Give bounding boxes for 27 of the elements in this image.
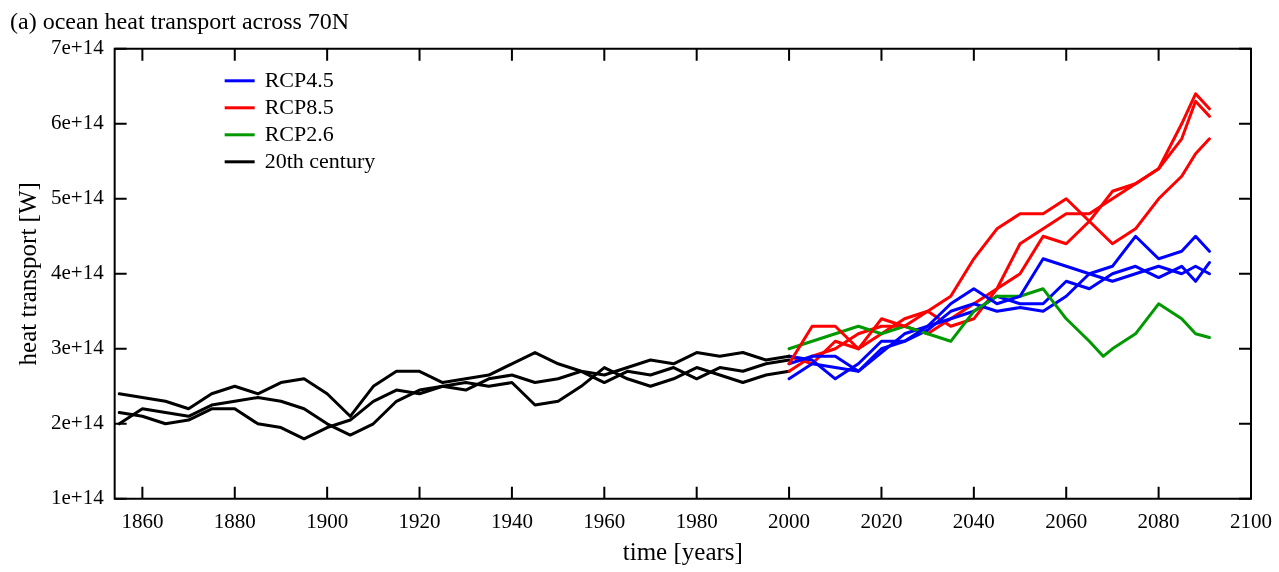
legend-label: RCP4.5 — [264, 66, 334, 92]
x-tick-label: 1960 — [583, 508, 626, 533]
x-tick-label: 1880 — [213, 508, 256, 533]
legend-label: 20th century — [264, 147, 376, 173]
x-tick-label: 2020 — [860, 508, 903, 533]
x-tick-label: 2000 — [768, 508, 811, 533]
x-tick-label: 1980 — [675, 508, 718, 533]
x-tick-label: 2040 — [952, 508, 995, 533]
y-tick-label: 3e+14 — [50, 335, 105, 360]
x-axis-title: time [years] — [622, 537, 743, 565]
legend-label: RCP8.5 — [264, 93, 334, 119]
x-tick-label: 2100 — [1230, 508, 1272, 533]
y-tick-label: 5e+14 — [50, 185, 105, 210]
y-tick-label: 1e+14 — [50, 485, 105, 510]
y-tick-label: 4e+14 — [50, 260, 105, 285]
x-tick-label: 1900 — [306, 508, 349, 533]
x-tick-label: 1860 — [121, 508, 164, 533]
legend-label: RCP2.6 — [264, 120, 334, 146]
y-tick-label: 6e+14 — [50, 110, 105, 135]
x-tick-label: 2080 — [1137, 508, 1180, 533]
y-tick-label: 2e+14 — [50, 410, 105, 435]
y-axis-title: heat transport [W] — [13, 182, 41, 366]
x-tick-label: 1920 — [398, 508, 441, 533]
x-tick-label: 1940 — [490, 508, 533, 533]
x-tick-label: 2060 — [1045, 508, 1088, 533]
y-tick-label: 7e+14 — [50, 35, 105, 60]
chart-title: (a) ocean heat transport across 70N — [10, 7, 350, 34]
